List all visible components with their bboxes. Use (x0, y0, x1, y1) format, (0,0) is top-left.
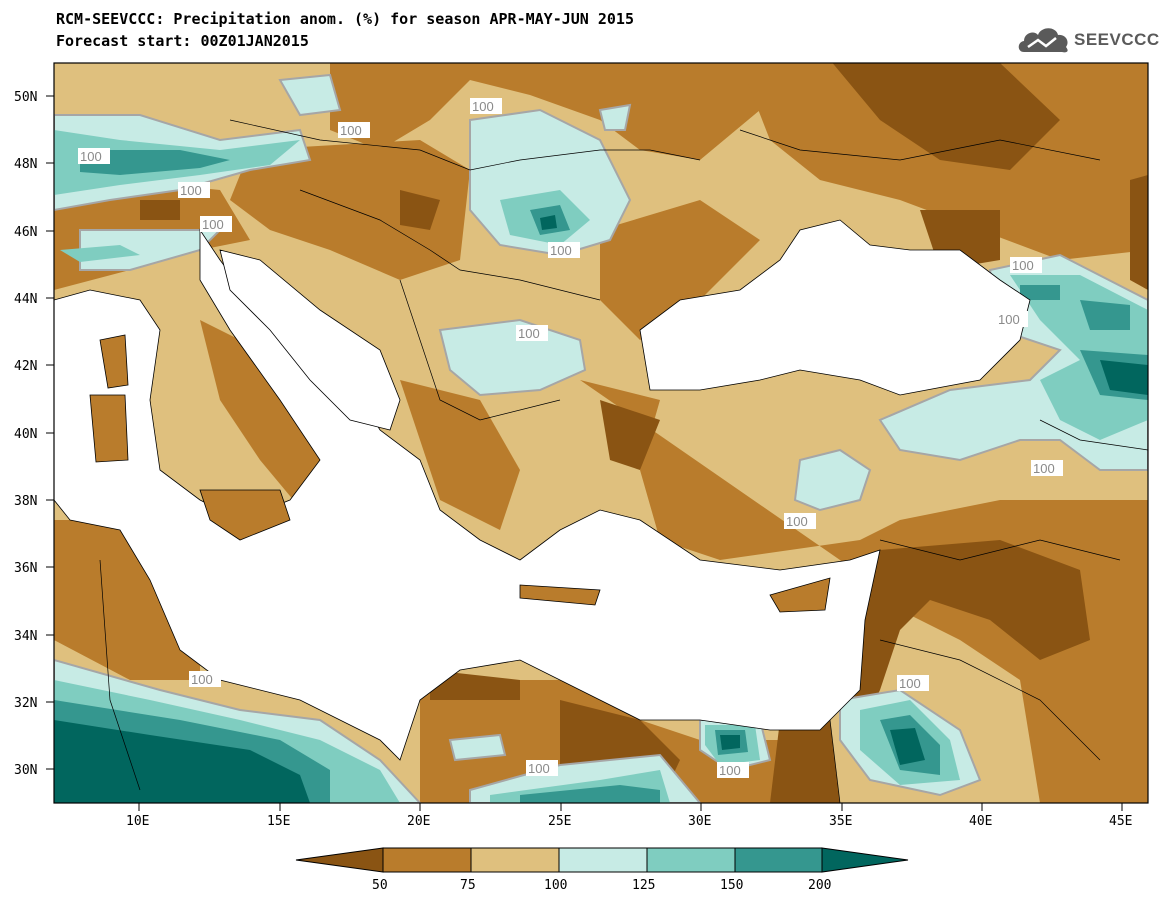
svg-text:48N: 48N (14, 157, 37, 172)
svg-text:100: 100 (528, 761, 550, 776)
svg-text:100: 100 (719, 763, 741, 778)
svg-text:46N: 46N (14, 225, 37, 240)
svg-text:36N: 36N (14, 561, 37, 576)
contour-label: 100 (526, 760, 558, 776)
contour-label: 100 (189, 671, 221, 687)
country-borders (99, 119, 1148, 803)
contour-label: 100 (200, 216, 232, 232)
contour-labels: 100 100 100 100 100 100 100 100 100 100 … (78, 98, 1063, 778)
map-field: 100 100 100 100 100 100 100 100 100 100 … (54, 63, 1148, 803)
colorbar-label: 200 (808, 878, 831, 893)
colorbar-label: 50 (372, 878, 388, 893)
colorbar-label: 125 (632, 878, 655, 893)
seevccc-logo: SEEVCCC (1016, 22, 1159, 58)
contour-label: 100 (996, 311, 1028, 327)
svg-text:20E: 20E (407, 814, 430, 829)
svg-text:100: 100 (80, 149, 102, 164)
lon-tick: 25E (548, 803, 571, 829)
contour-label: 100 (1031, 460, 1063, 476)
colorbar: 50 75 100 125 150 200 (295, 847, 909, 893)
svg-text:100: 100 (191, 672, 213, 687)
colorbar-150-200 (734, 847, 823, 873)
svg-text:100: 100 (786, 514, 808, 529)
lon-tick: 15E (267, 803, 290, 829)
colorbar-label: 150 (720, 878, 743, 893)
field-above-200 (54, 215, 1148, 803)
svg-text:100: 100 (1012, 258, 1034, 273)
svg-text:100: 100 (340, 123, 362, 138)
contour-label: 100 (178, 182, 210, 198)
colorbar-125-150 (646, 847, 736, 873)
contour-label: 100 (338, 122, 370, 138)
longitude-axis: 10E 15E 20E 25E 30E 35E 40E 45E (126, 803, 1132, 829)
svg-text:100: 100 (472, 99, 494, 114)
svg-text:15E: 15E (267, 814, 290, 829)
lat-tick: 34N (14, 629, 54, 644)
svg-text:10E: 10E (126, 814, 149, 829)
svg-text:100: 100 (899, 676, 921, 691)
svg-text:100: 100 (550, 243, 572, 258)
svg-text:32N: 32N (14, 696, 37, 711)
islands (89, 334, 831, 613)
black-sea (639, 219, 1031, 396)
svg-text:38N: 38N (14, 494, 37, 509)
colorbar-label: 75 (460, 878, 476, 893)
svg-text:34N: 34N (14, 629, 37, 644)
forecast-start-subtitle: Forecast start: 00Z01JAN2015 (56, 32, 309, 50)
sea-areas (54, 219, 1031, 761)
lon-tick: 20E (407, 803, 430, 829)
svg-text:44N: 44N (14, 292, 37, 307)
svg-text:35E: 35E (829, 814, 852, 829)
svg-text:40E: 40E (969, 814, 992, 829)
lon-tick: 10E (126, 803, 149, 829)
logo-text: SEEVCCC (1074, 30, 1160, 49)
lon-tick: 45E (1109, 803, 1132, 829)
contour-label: 100 (717, 762, 749, 778)
svg-text:40N: 40N (14, 427, 37, 442)
mediterranean-sea (54, 228, 881, 761)
colorbar-label: 100 (544, 878, 567, 893)
lat-tick: 42N (14, 359, 54, 374)
lat-tick: 50N (14, 90, 54, 105)
cloud-icon (1018, 28, 1068, 53)
contour-label: 100 (548, 242, 580, 258)
lon-tick: 40E (969, 803, 992, 829)
contour-label: 100 (1010, 257, 1042, 273)
lat-tick: 44N (14, 292, 54, 307)
lat-tick: 40N (14, 427, 54, 442)
map-title: RCM-SEEVCCC: Precipitation anom. (%) for… (56, 10, 634, 28)
colorbar-75-100 (470, 847, 560, 873)
svg-text:100: 100 (998, 312, 1020, 327)
svg-text:50N: 50N (14, 90, 37, 105)
svg-text:30N: 30N (14, 763, 37, 778)
svg-text:45E: 45E (1109, 814, 1132, 829)
contour-label: 100 (516, 325, 548, 341)
svg-text:100: 100 (1033, 461, 1055, 476)
lon-tick: 30E (688, 803, 711, 829)
contour-label: 100 (470, 98, 502, 114)
colorbar-100-125 (558, 847, 648, 873)
latitude-axis: 50N 48N 46N 44N 42N 40N 38N 36N 34N 32N … (14, 90, 54, 778)
svg-text:100: 100 (180, 183, 202, 198)
adriatic-sea (219, 249, 401, 431)
lat-tick: 36N (14, 561, 54, 576)
contour-label: 100 (897, 675, 929, 691)
contour-label: 100 (78, 148, 110, 164)
colorbar-50-75 (382, 847, 472, 873)
svg-text:100: 100 (518, 326, 540, 341)
lat-tick: 32N (14, 696, 54, 711)
lat-tick: 30N (14, 763, 54, 778)
lat-tick: 46N (14, 225, 54, 240)
lon-tick: 35E (829, 803, 852, 829)
lat-tick: 38N (14, 494, 54, 509)
colorbar-below-50 (295, 847, 384, 873)
svg-text:100: 100 (202, 217, 224, 232)
contour-label: 100 (784, 513, 816, 529)
svg-text:42N: 42N (14, 359, 37, 374)
svg-text:30E: 30E (688, 814, 711, 829)
svg-text:25E: 25E (548, 814, 571, 829)
colorbar-above-200 (821, 847, 909, 873)
lat-tick: 48N (14, 157, 54, 172)
